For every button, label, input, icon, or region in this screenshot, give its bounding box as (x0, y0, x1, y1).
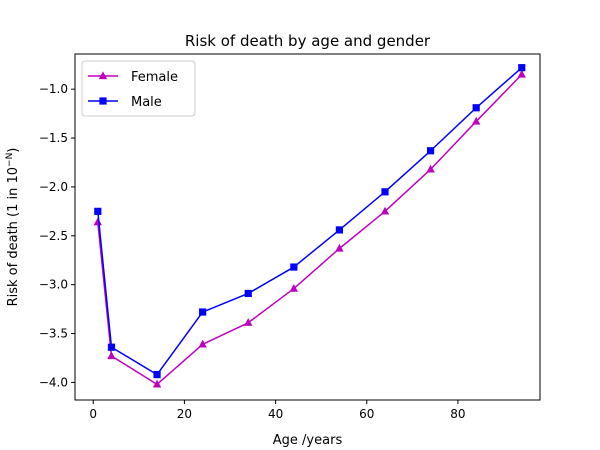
data-point-male (107, 343, 116, 351)
data-point-female (471, 116, 481, 125)
data-point-male (381, 188, 389, 196)
y-axis-label-main: Risk of death (1 in 10 (6, 167, 21, 306)
x-axis: 0 20 40 60 80 (89, 400, 466, 421)
legend-marker-male (99, 97, 107, 105)
legend-box (81, 60, 196, 117)
series-female (93, 69, 526, 388)
data-point-male (244, 289, 252, 298)
legend-item-male: Male (88, 95, 162, 110)
data-point-female (244, 318, 253, 326)
y-tick-label: −2.5 (39, 229, 68, 243)
plot-frame (74, 53, 541, 401)
x-tick-label: 80 (450, 407, 465, 421)
data-point-male (94, 207, 102, 215)
data-point-female (93, 217, 102, 226)
legend: Female Male (81, 60, 196, 117)
x-axis-label: Age /years (273, 433, 343, 448)
data-point-male (518, 64, 526, 72)
data-point-female (380, 206, 390, 215)
data-point-female (517, 69, 526, 78)
legend-label: Female (131, 70, 178, 85)
legend-item-female: Female (88, 70, 178, 85)
data-point-female (107, 351, 116, 360)
data-point-female (198, 339, 207, 348)
x-tick-label: 20 (177, 407, 192, 421)
y-tick-label: −2.0 (39, 180, 68, 194)
plot-area (93, 64, 526, 388)
y-tick-label: −3.5 (39, 327, 68, 341)
chart-title: Risk of death by age and gender (185, 32, 431, 50)
y-axis-label-end: ) (6, 148, 21, 153)
data-point-female (289, 283, 299, 292)
y-axis-label: Risk of death (1 in 10−N) (5, 148, 21, 307)
data-point-male (199, 308, 207, 316)
series-line-female (97, 74, 523, 386)
data-point-male (153, 370, 161, 379)
y-tick-label: −4.0 (39, 375, 68, 389)
x-tick-label: 0 (89, 407, 97, 421)
data-point-female (152, 379, 162, 388)
y-tick-label: −1.5 (39, 131, 68, 145)
data-point-male (335, 226, 344, 234)
y-axis: −4.0 −3.5 −3.0 −2.5 −2.0 −1.5 −1.0 (39, 82, 75, 389)
series-male (94, 64, 526, 379)
data-point-female (426, 164, 435, 173)
y-tick-label: −3.0 (39, 278, 68, 292)
y-tick-label: −1.0 (39, 82, 68, 96)
x-tick-label: 40 (268, 407, 283, 421)
data-point-male (426, 147, 435, 155)
x-tick-label: 60 (359, 407, 374, 421)
legend-label: Male (131, 95, 162, 110)
y-axis-label-superscript: −N (5, 153, 15, 167)
data-point-male (290, 263, 298, 271)
data-point-female (335, 243, 344, 252)
data-point-male (472, 104, 480, 112)
legend-marker-female (98, 71, 108, 80)
